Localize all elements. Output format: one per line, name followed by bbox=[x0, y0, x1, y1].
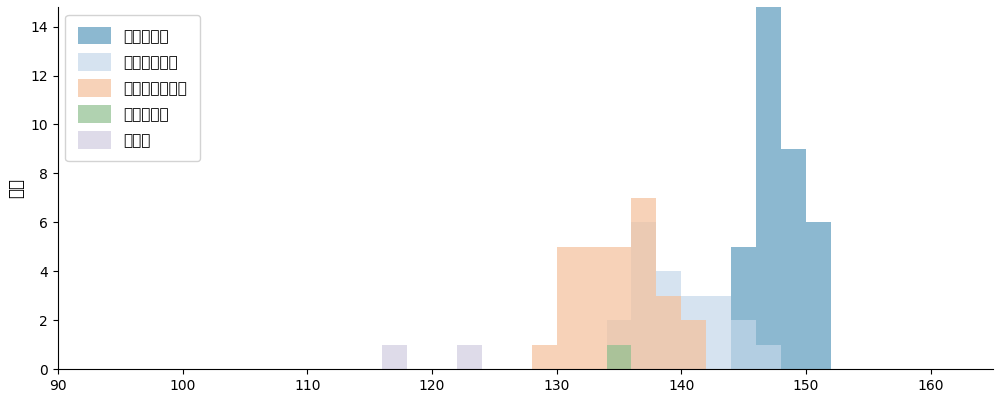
Bar bbox=[806, 222, 831, 369]
Y-axis label: 球数: 球数 bbox=[7, 178, 25, 198]
Bar bbox=[607, 247, 631, 369]
Bar bbox=[731, 320, 756, 369]
Bar bbox=[656, 296, 681, 369]
Bar bbox=[781, 149, 806, 369]
Bar bbox=[681, 320, 706, 369]
Bar bbox=[706, 296, 731, 369]
Legend: ストレート, カットボール, チェンジアップ, スライダー, カーブ: ストレート, カットボール, チェンジアップ, スライダー, カーブ bbox=[65, 14, 200, 161]
Bar bbox=[457, 345, 482, 369]
Bar bbox=[681, 296, 706, 369]
Bar bbox=[756, 345, 781, 369]
Bar bbox=[631, 222, 656, 369]
Bar bbox=[731, 247, 756, 369]
Bar bbox=[557, 247, 582, 369]
Bar bbox=[582, 247, 607, 369]
Bar bbox=[607, 345, 631, 369]
Bar bbox=[656, 271, 681, 369]
Bar bbox=[532, 345, 557, 369]
Bar bbox=[382, 345, 407, 369]
Bar bbox=[631, 198, 656, 369]
Bar bbox=[607, 320, 631, 369]
Bar bbox=[756, 0, 781, 369]
